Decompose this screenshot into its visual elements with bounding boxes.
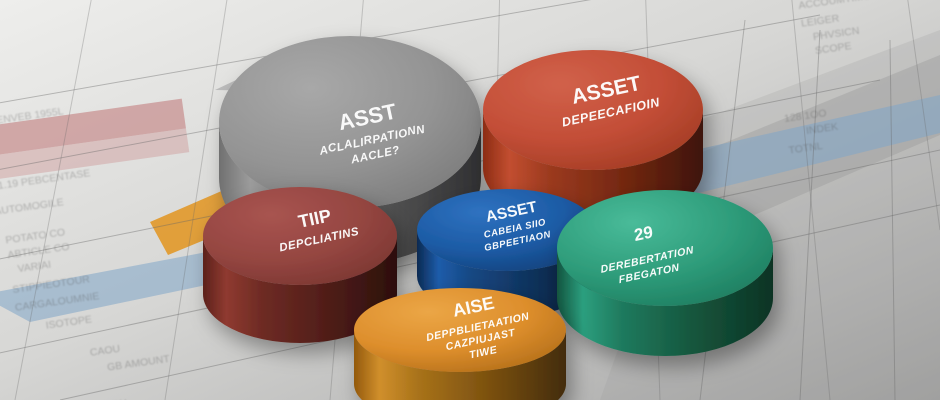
svg-text:29: 29 (633, 222, 654, 245)
